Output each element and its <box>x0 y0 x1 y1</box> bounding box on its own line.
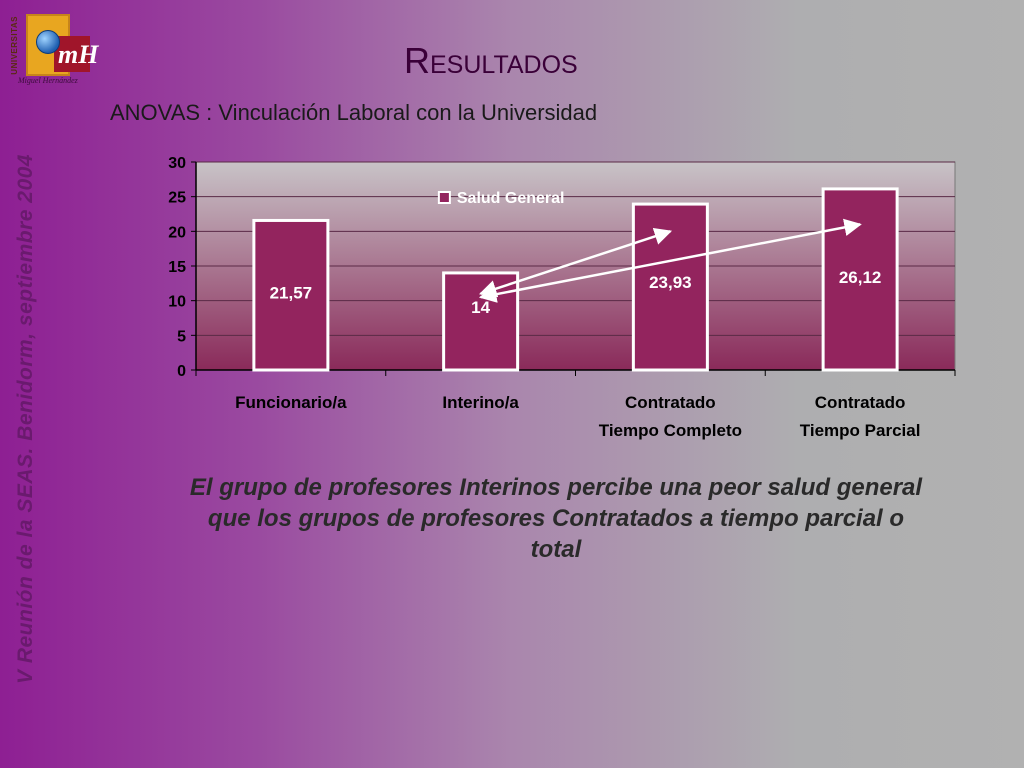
globe-icon <box>36 30 60 54</box>
conference-side-text: V Reunión de la SEAS. Benidorm, septiemb… <box>14 154 37 684</box>
y-tick-label: 0 <box>177 363 186 380</box>
legend-label: Salud General <box>457 190 565 207</box>
y-tick-label: 20 <box>168 224 186 241</box>
y-tick-label: 25 <box>168 190 186 207</box>
y-tick-label: 5 <box>177 328 186 345</box>
bar <box>442 271 520 372</box>
slide-caption: El grupo de profesores Interinos percibe… <box>189 474 923 563</box>
slide-subtitle: ANOVAS : Vinculación Laboral con la Univ… <box>110 100 598 125</box>
logo-shape <box>54 36 90 72</box>
data-label: 14 <box>471 298 490 317</box>
y-tick-label: 30 <box>168 155 186 172</box>
x-tick-label: Contratado <box>625 393 716 412</box>
data-label: 23,93 <box>649 273 692 292</box>
y-tick-label: 15 <box>168 259 186 276</box>
comparison-arrow <box>478 218 862 303</box>
data-label: 21,57 <box>270 283 313 302</box>
logo-monogram: mH <box>58 40 99 69</box>
university-logo: mH UNIVERSITAS Miguel Hernández <box>8 6 98 88</box>
x-tick-label: Tiempo Parcial <box>800 421 921 440</box>
y-tick-label: 10 <box>168 294 186 311</box>
bar-chart: 0 5 10 15 20 25 30 21,57 14 23,93 26,12 Funcionario… <box>168 155 956 440</box>
x-tick-label: Tiempo Completo <box>599 421 742 440</box>
data-label: 26,12 <box>839 268 882 287</box>
x-tick-label: Contratado <box>815 393 906 412</box>
bar <box>252 218 330 372</box>
logo-name: Miguel Hernández <box>18 76 78 85</box>
logo-vertical-text: UNIVERSITAS <box>10 16 19 75</box>
legend-swatch <box>437 191 451 204</box>
slide-title: Resultados <box>404 40 578 81</box>
x-tick-label: Funcionario/a <box>235 393 347 412</box>
x-tick-label: Interino/a <box>442 393 519 412</box>
